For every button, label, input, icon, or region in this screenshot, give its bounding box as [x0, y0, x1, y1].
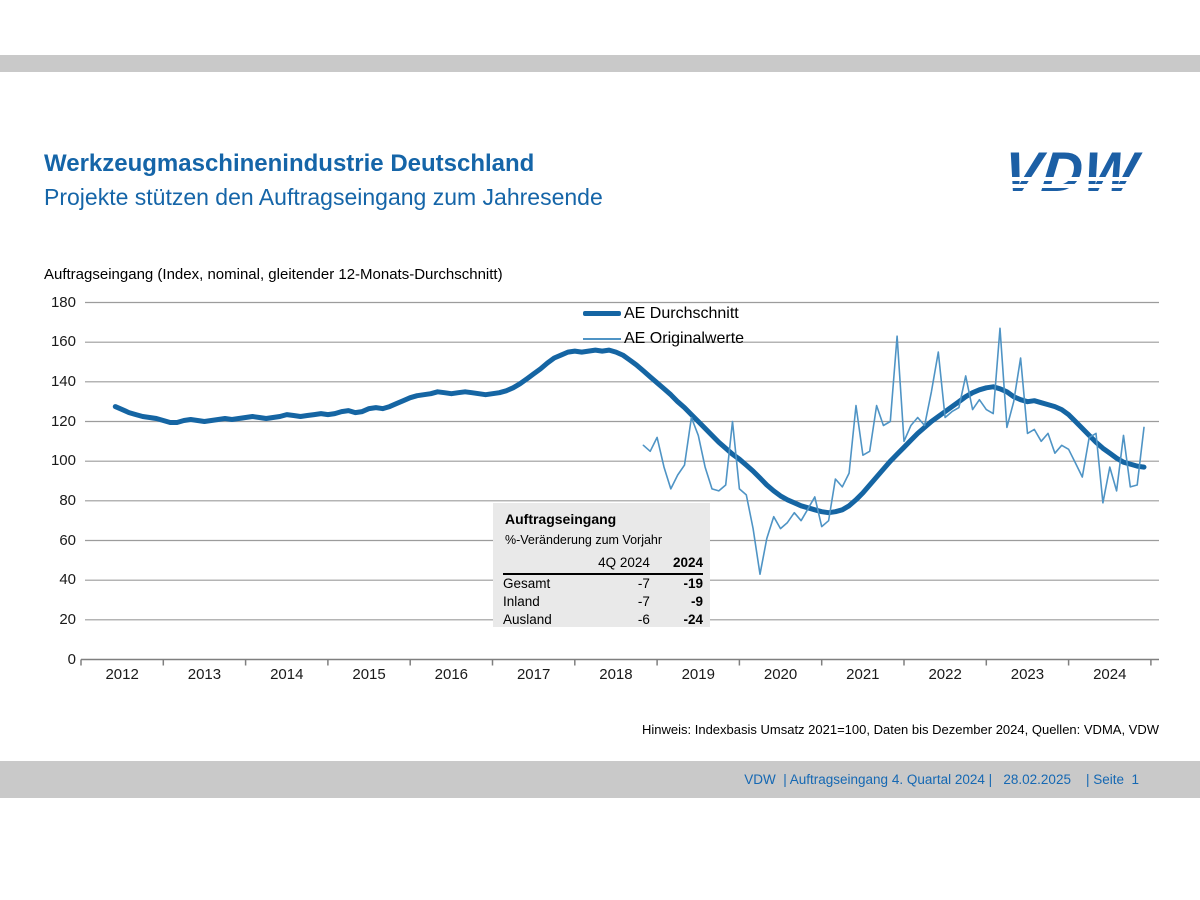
x-tick-label: 2020	[763, 666, 798, 683]
x-tick-label: 2018	[599, 666, 633, 683]
row-year-value: -9	[690, 594, 703, 609]
row-label: Inland	[503, 594, 540, 609]
y-tick-label: 160	[50, 333, 76, 351]
row-q4-value: -7	[637, 594, 650, 609]
row-q4-value: -6	[637, 612, 650, 627]
y-tick-label: 40	[59, 571, 76, 589]
y-tick-label: 140	[50, 372, 76, 390]
y-tick-label: 60	[59, 531, 76, 549]
x-tick-label: 2019	[681, 666, 715, 683]
page-subtitle: Projekte stützen den Auftragseingang zum…	[44, 184, 603, 210]
x-tick-label: 2013	[187, 666, 222, 683]
logo-stripe	[1000, 191, 1160, 195]
logo-stripe	[1000, 177, 1160, 181]
page-title: Werkzeugmaschinenindustrie Deutschland	[44, 150, 535, 177]
x-tick-label: 2012	[105, 666, 139, 683]
chart-legend: AE Durchschnitt AE Originalwerte	[583, 301, 803, 351]
footer-text: VDW | Auftragseingang 4. Quartal 2024 | …	[744, 772, 1139, 787]
x-tick-label: 2016	[434, 666, 469, 683]
y-tick-label: 100	[50, 452, 76, 470]
legend-label: AE Durchschnitt	[624, 304, 739, 322]
row-q4-value: -7	[637, 576, 650, 591]
footer-bar: VDW | Auftragseingang 4. Quartal 2024 | …	[0, 761, 1200, 798]
x-tick-label: 2017	[516, 666, 551, 683]
row-label: Ausland	[503, 612, 552, 627]
legend-label: AE Originalwerte	[624, 329, 745, 347]
y-tick-label: 0	[67, 650, 76, 668]
vdw-logo: VDW	[1000, 140, 1160, 203]
x-tick-label: 2014	[270, 666, 304, 683]
legend-item-durchschnitt: AE Durchschnitt	[583, 301, 803, 326]
x-tick-label: 2024	[1093, 666, 1127, 683]
y-tick-label: 180	[50, 293, 76, 311]
thick-line-swatch-icon	[583, 311, 621, 316]
series-thin	[642, 327, 1145, 576]
row-year-value: -24	[683, 612, 703, 627]
x-tick-label: 2015	[352, 666, 386, 683]
table-row-gesamt: Gesamt -7 -19	[503, 574, 703, 593]
legend-item-originalwerte: AE Originalwerte	[583, 326, 803, 351]
table-grid: 4Q 2024 2024 Gesamt -7 -19 Inland -7 -9 …	[503, 553, 703, 629]
series-thick	[112, 347, 1147, 516]
table-header-2024: 2024	[649, 553, 703, 575]
overlay-table: Auftragseingang %-Veränderung zum Vorjah…	[493, 503, 710, 627]
row-year-value: -19	[683, 576, 703, 591]
x-tick-label: 2021	[846, 666, 880, 683]
y-tick-label: 120	[50, 412, 76, 430]
x-tick-label: 2022	[928, 666, 962, 683]
table-subtitle: %-Veränderung zum Vorjahr	[505, 533, 663, 547]
x-tick-label: 2023	[1010, 666, 1045, 683]
top-bar	[0, 55, 1200, 72]
table-header-row: 4Q 2024 2024	[503, 553, 703, 575]
thin-line-swatch-icon	[583, 337, 621, 340]
table-header-4q2024: 4Q 2024	[568, 553, 650, 575]
chart-title: Auftragseingang (Index, nominal, gleiten…	[44, 266, 503, 283]
logo-stripe	[1000, 184, 1160, 188]
y-tick-label: 20	[59, 610, 76, 628]
table-header-empty	[503, 553, 569, 575]
row-label: Gesamt	[503, 576, 551, 591]
table-row-ausland: Ausland -6 -24	[503, 611, 703, 629]
table-row-inland: Inland -7 -9	[503, 593, 703, 611]
footnote: Hinweis: Indexbasis Umsatz 2021=100, Dat…	[642, 722, 1159, 737]
y-tick-label: 80	[59, 491, 76, 509]
table-title: Auftragseingang	[505, 511, 617, 527]
